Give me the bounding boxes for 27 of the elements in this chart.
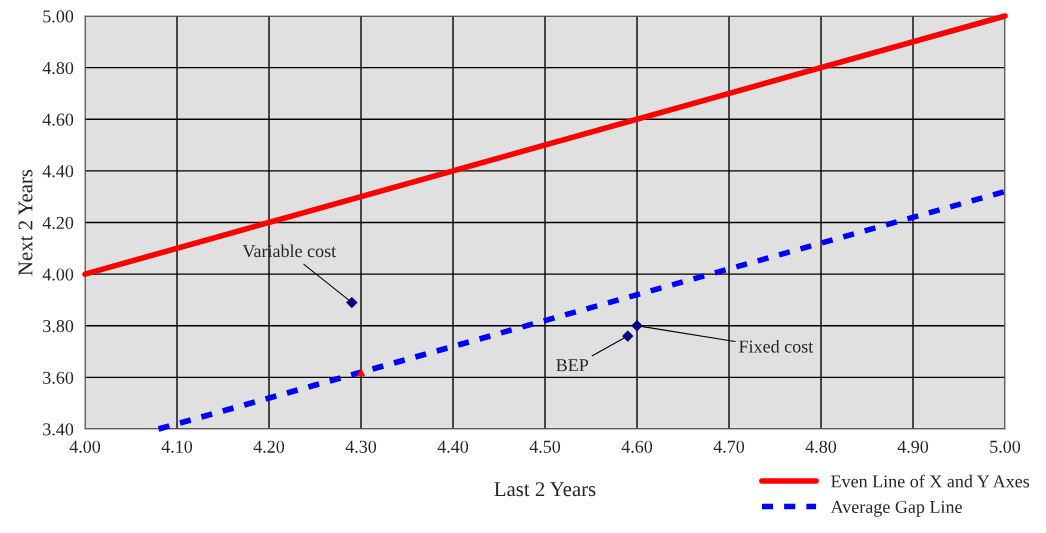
y-tick-label: 4.40: [42, 165, 74, 178]
x-tick-label: 4.50: [529, 440, 561, 453]
x-tick-label: 4.70: [713, 440, 745, 453]
x-tick-label: 4.80: [805, 440, 837, 453]
x-axis-title: Last 2 Years: [494, 482, 596, 497]
y-tick-label: 4.80: [42, 61, 74, 75]
legend-label: Even Line of X and Y Axes: [831, 474, 1030, 488]
legend-label: Average Gap Line: [830, 500, 962, 517]
y-tick-label: 3.60: [43, 371, 74, 384]
y-tick-label: 3.80: [43, 320, 74, 333]
point: [631, 320, 643, 332]
x-tick-label: 4.30: [345, 440, 377, 453]
annotation: Fixed cost: [739, 339, 814, 353]
y-tick-label: 5.00: [43, 10, 74, 23]
x-tick-label: 4.10: [161, 440, 193, 453]
annotation: BEP: [556, 359, 589, 372]
x-tick-label: 4.00: [69, 440, 101, 453]
y-tick-label: 4.20: [42, 216, 74, 230]
y-tick-label: 4.00: [42, 268, 74, 281]
x-tick-label: 4.20: [253, 440, 285, 453]
y-tick-label: 4.60: [42, 113, 74, 126]
y-axis-title: Next 2 Years: [18, 169, 33, 276]
x-tick-label: 4.40: [437, 440, 469, 453]
x-tick-label: 4.60: [621, 440, 653, 453]
x-tick-label: 5.00: [990, 440, 1021, 453]
y-tick-label: 3.40: [43, 423, 74, 436]
x-tick-label: 4.90: [897, 440, 929, 453]
